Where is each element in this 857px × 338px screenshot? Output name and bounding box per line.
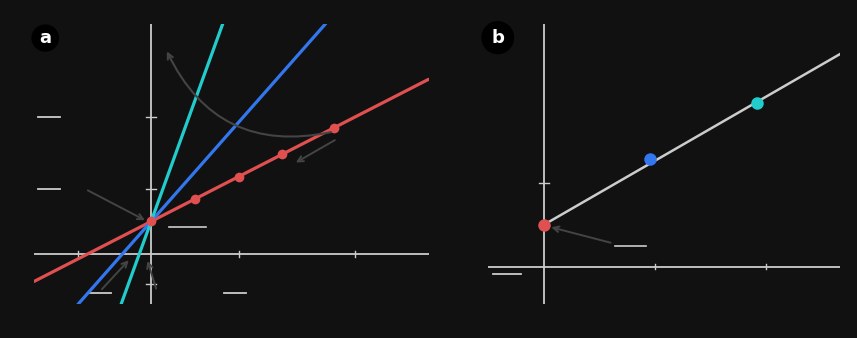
Circle shape: [482, 22, 513, 54]
Text: a: a: [39, 29, 51, 47]
Text: b: b: [491, 29, 504, 47]
Circle shape: [32, 25, 58, 51]
